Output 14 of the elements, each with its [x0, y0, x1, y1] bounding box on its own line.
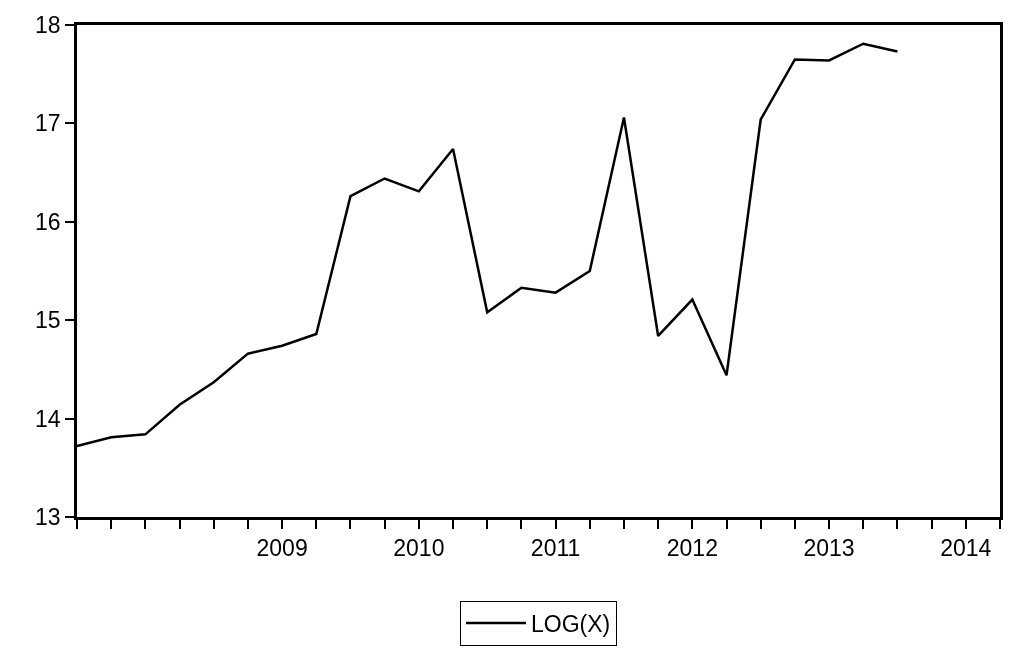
x-tick-label: 2012 [666, 535, 718, 562]
x-tick-label: 2010 [393, 535, 445, 562]
x-tick-label: 2011 [530, 535, 581, 562]
x-tick-label: 2009 [256, 535, 308, 562]
x-tick-label: 2013 [803, 535, 855, 562]
y-tick-label: 17 [35, 110, 61, 137]
y-tick-label: 15 [35, 307, 61, 334]
x-tick-label: 2014 [940, 535, 992, 562]
y-tick-label: 18 [35, 12, 61, 39]
legend-label: LOG(X) [531, 611, 611, 638]
line-series [77, 42, 899, 448]
y-tick-label: 13 [35, 504, 61, 531]
y-tick-label: 16 [35, 208, 61, 235]
y-tick-label: 14 [35, 405, 61, 432]
